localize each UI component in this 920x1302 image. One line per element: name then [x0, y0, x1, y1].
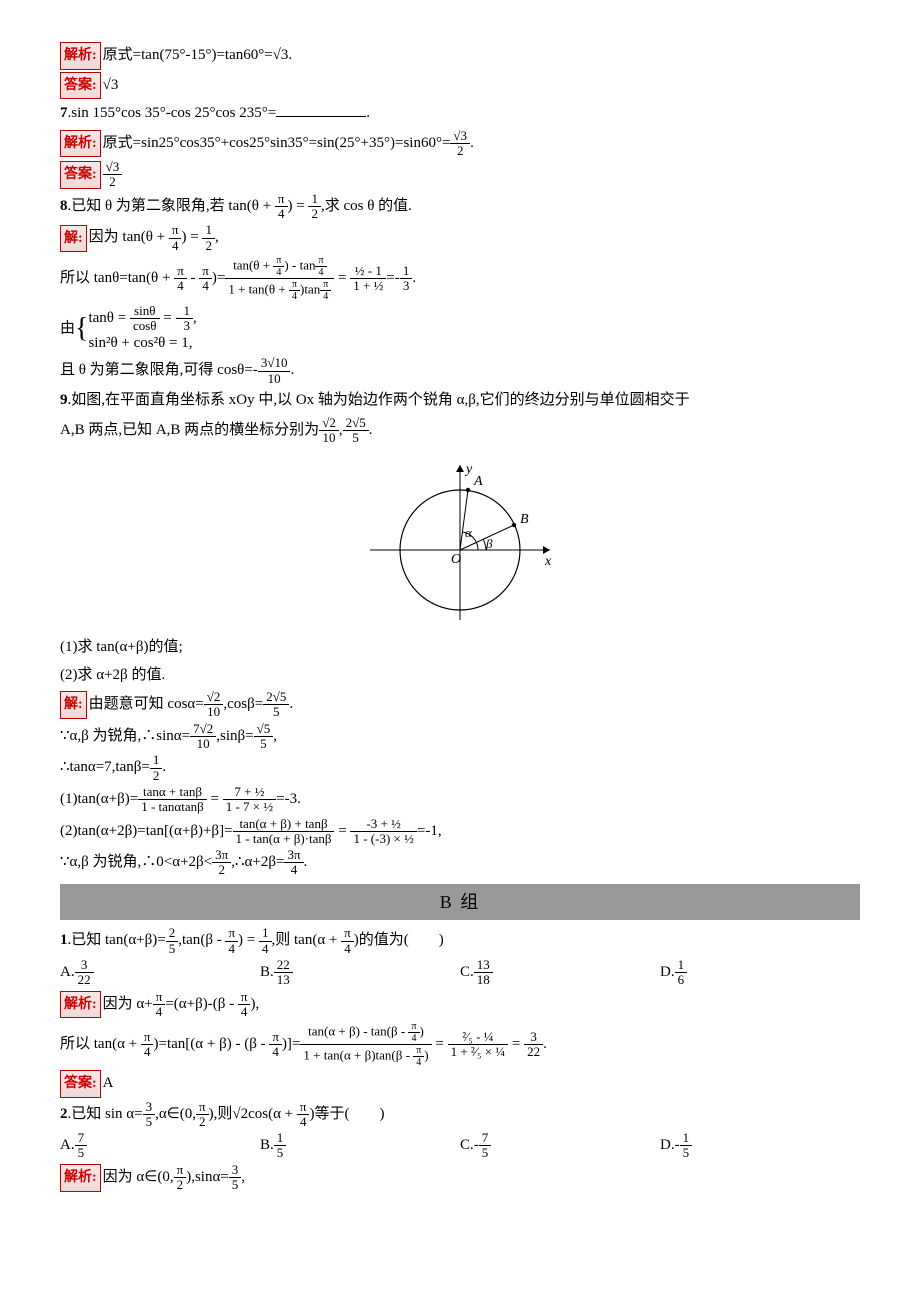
diagram-y: y — [464, 462, 473, 477]
q9-num: 9 — [60, 392, 68, 408]
pre7-daan-text: √3 — [103, 77, 119, 93]
b2-stem: 2.已知 sin α=35,α∈(0,π2),则√2cos(α + π4)等于(… — [60, 1100, 860, 1130]
b2-jiexi: 解析:因为 α∈(0,π2),sinα=35, — [60, 1163, 860, 1193]
q9-stem-b: A,B 两点,已知 A,B 两点的横坐标分别为√210,2√55. — [60, 416, 860, 446]
q9-sub1: (1)求 tan(α+β)的值; — [60, 635, 860, 661]
q8-l3: 由{tanθ = sinθcosθ = -13,sin²θ + cos²θ = … — [60, 304, 860, 355]
q7-daan: 答案:√32 — [60, 160, 860, 190]
q9-sub2: (2)求 α+2β 的值. — [60, 663, 860, 689]
label-jie: 解: — [60, 691, 87, 719]
q8-stem: 8.已知 θ 为第二象限角,若 tan(θ + π4) = 12,求 cos θ… — [60, 192, 860, 222]
diagram-alpha: α — [465, 525, 473, 540]
pre7-daan: 答案:√3 — [60, 72, 860, 100]
q8-l4: 且 θ 为第二象限角,可得 cosθ=-3√1010. — [60, 356, 860, 386]
diagram-beta: β — [485, 536, 493, 551]
q8-l1: 解:因为 tan(θ + π4) = 12, — [60, 223, 860, 253]
q7-stem: 7.sin 155°cos 35°-cos 25°cos 235°=. — [60, 101, 860, 127]
q9-sol-l3: ∴tanα=7,tanβ=12. — [60, 753, 860, 783]
section-b-header: B 组 — [60, 884, 860, 921]
q8-num: 8 — [60, 198, 68, 214]
fill-blank — [276, 103, 366, 118]
label-jiexi: 解析: — [60, 130, 101, 158]
pre7-jiexi-text: 原式=tan(75°-15°)=tan60°=√3. — [103, 47, 293, 63]
b2-num: 2 — [60, 1106, 68, 1122]
q7-daan-frac: √32 — [103, 160, 123, 190]
b1-options: A.322 B.2213 C.1318 D.16 — [60, 958, 860, 988]
diagram-A: A — [473, 474, 483, 489]
q7-jiexi-text: 原式=sin25°cos35°+cos25°sin35°=sin(25°+35°… — [103, 135, 451, 151]
diagram-x: x — [544, 554, 552, 569]
b1-num: 1 — [60, 933, 68, 949]
diagram-O: O — [451, 552, 461, 567]
q9-sol-p1: (1)tan(α+β)=tanα + tanβ1 - tanαtanβ = 7 … — [60, 785, 860, 815]
label-daan: 答案: — [60, 72, 101, 100]
label-jiexi: 解析: — [60, 991, 101, 1019]
q7-stem-text: .sin 155°cos 35°-cos 25°cos 235°= — [68, 105, 277, 121]
q8-bigfrac: tan(θ + π4) - tanπ41 + tan(θ + π4)tanπ4 — [225, 255, 334, 302]
label-jiexi: 解析: — [60, 42, 101, 70]
label-daan: 答案: — [60, 1070, 101, 1098]
b1-daan: 答案:A — [60, 1070, 860, 1098]
diagram-B: B — [520, 512, 529, 527]
label-jie: 解: — [60, 225, 87, 253]
b1-jiexi-l2: 所以 tan(α + π4)=tan[(α + β) - (β - π4)]=t… — [60, 1021, 860, 1068]
pre7-jiexi: 解析:原式=tan(75°-15°)=tan60°=√3. — [60, 42, 860, 70]
q7-num: 7 — [60, 105, 68, 121]
q7-jiexi: 解析:原式=sin25°cos35°+cos25°sin35°=sin(25°+… — [60, 129, 860, 159]
b1-stem: 1.已知 tan(α+β)=25,tan(β - π4) = 14,则 tan(… — [60, 926, 860, 956]
q8-stem-a: .已知 θ 为第二象限角,若 tan — [68, 198, 247, 214]
q9-sol-p3: ∵α,β 为锐角,∴0<α+2β<3π2,∴α+2β=3π4. — [60, 848, 860, 878]
q9-sol-p2: (2)tan(α+2β)=tan[(α+β)+β]=tan(α + β) + t… — [60, 817, 860, 847]
label-jiexi: 解析: — [60, 1164, 101, 1192]
b2-options: A.75 B.15 C.-75 D.-15 — [60, 1131, 860, 1161]
q9-sol-l2: ∵α,β 为锐角,∴sinα=7√210,sinβ=√55, — [60, 722, 860, 752]
q9-diagram: A B α β O x y — [60, 455, 860, 625]
q9-stem-a: 9.如图,在平面直角坐标系 xOy 中,以 Ox 轴为始边作两个锐角 α,β,它… — [60, 388, 860, 414]
label-daan: 答案: — [60, 161, 101, 189]
b1-jiexi-l1: 解析:因为 α+π4=(α+β)-(β - π4), — [60, 990, 860, 1020]
q8-l2: 所以 tanθ=tan(θ + π4 - π4)=tan(θ + π4) - t… — [60, 255, 860, 302]
q9-sol-l1: 解:由题意可知 cosα=√210,cosβ=2√55. — [60, 690, 860, 720]
q7-jiexi-frac: √32 — [450, 129, 470, 159]
